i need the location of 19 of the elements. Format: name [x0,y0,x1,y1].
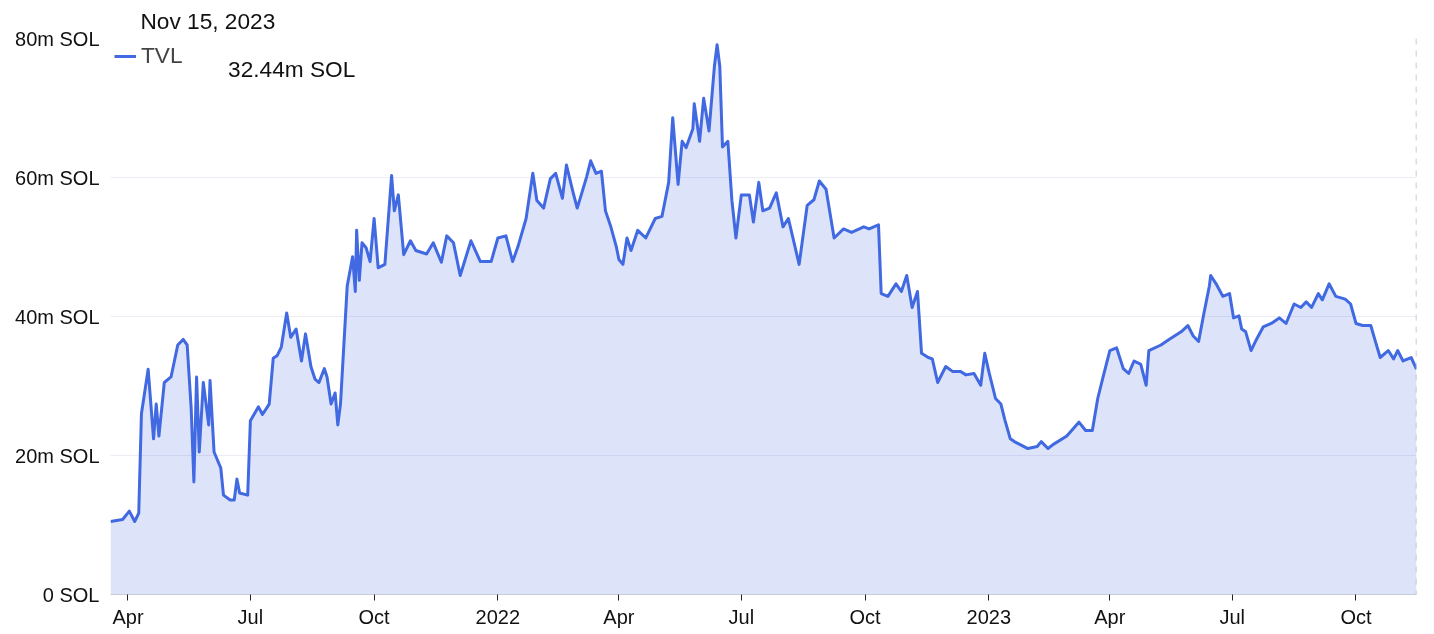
y-tick-label: 0 SOL [42,583,100,606]
x-tick-label: Apr [1094,605,1126,628]
x-tick-label: Jul [1219,605,1246,628]
annotation: 32.44m SOL [228,56,356,83]
x-tick-label: Jul [728,605,755,628]
y-tick-label: 60m SOL [15,166,100,189]
legend-label: TVL [141,42,183,69]
x-tick-label: Apr [603,605,635,628]
x-tick-label: Oct [358,605,391,628]
x-tick-label: 2023 [966,605,1012,628]
x-tick-label: Jul [237,605,264,628]
x-tick-label: 2022 [475,605,521,628]
y-tick-label: 40m SOL [15,305,100,328]
x-tick-label: Apr [112,605,144,628]
text: Nov 15, 2023 [140,7,276,34]
y-tick-label: 20m SOL [15,444,100,467]
y-tick-label: 80m SOL [15,27,100,50]
x-tick-label: Oct [849,605,882,628]
x-tick-label: Oct [1340,605,1372,628]
